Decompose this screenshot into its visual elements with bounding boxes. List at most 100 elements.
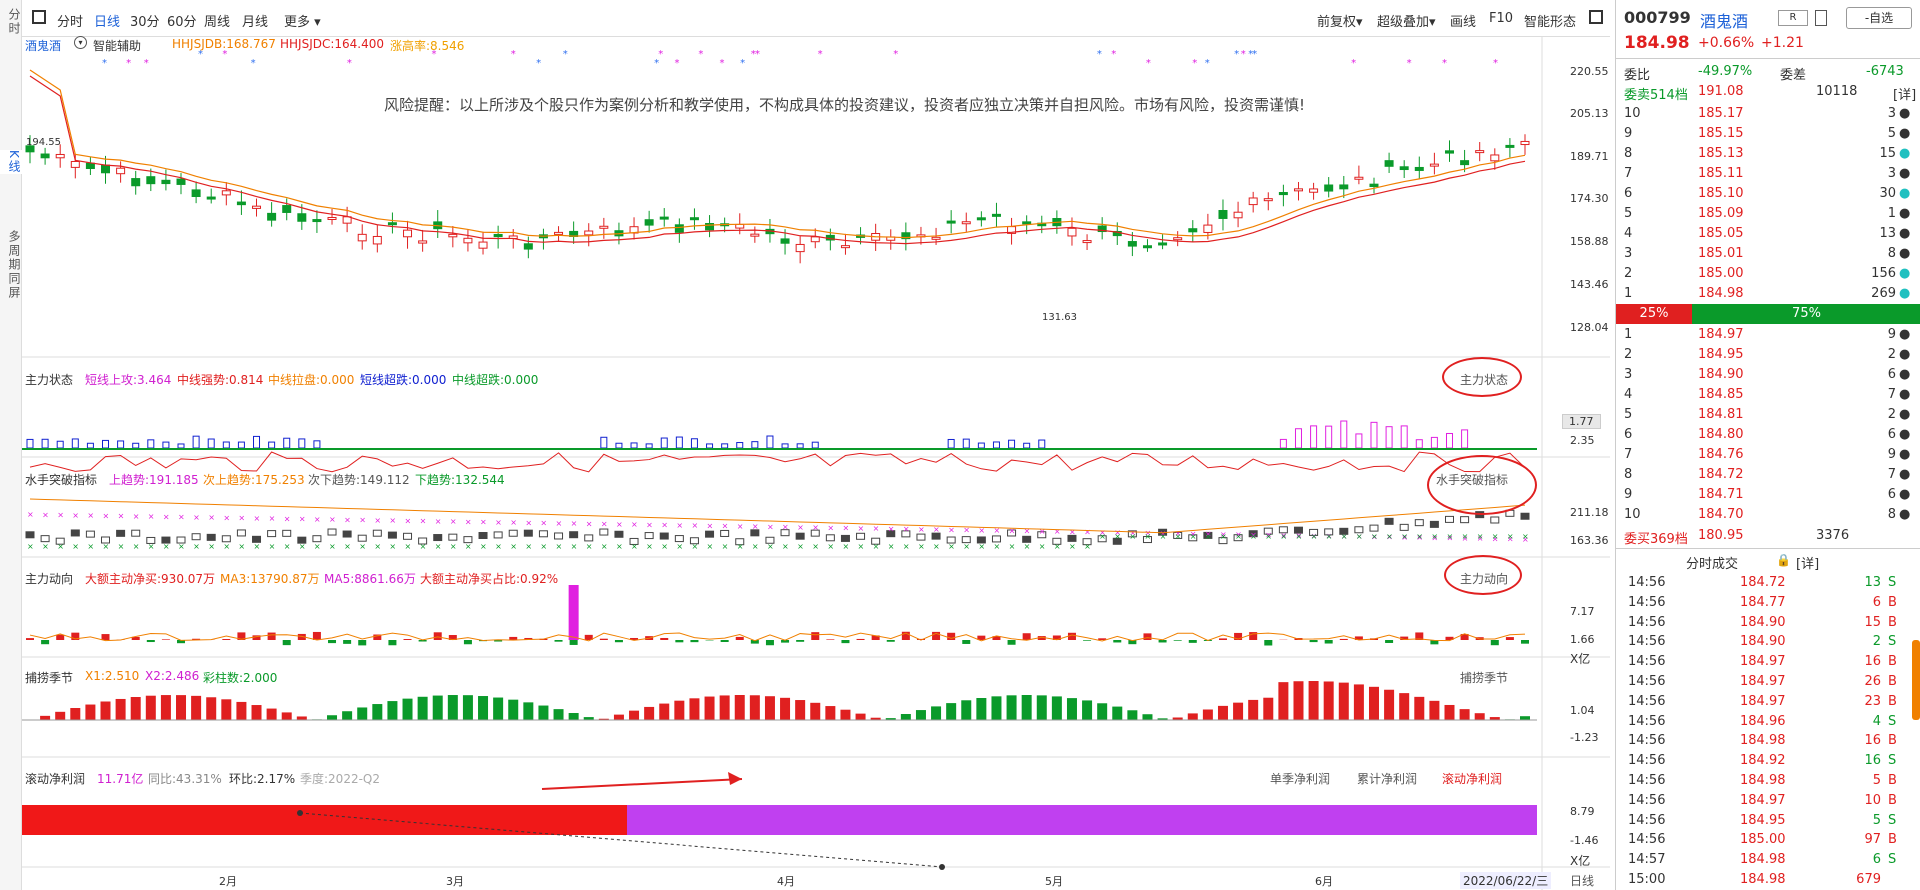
- trend-block: [70, 529, 80, 537]
- lock-icon[interactable]: 🔒: [1776, 553, 1791, 567]
- tab-30min[interactable]: 30分: [130, 15, 160, 30]
- tab-weekly[interactable]: 周线: [204, 15, 231, 30]
- bid-price: 184.70: [1698, 507, 1744, 522]
- tab-daily[interactable]: 日线: [94, 15, 121, 30]
- trade-time: 14:56: [1628, 812, 1666, 828]
- trend-block: [1324, 528, 1334, 536]
- signal-marker: *: [740, 58, 745, 69]
- tab-cumulative[interactable]: 累计净利润: [1357, 772, 1418, 786]
- season-bar: [674, 700, 685, 720]
- trend-block: [1022, 535, 1032, 543]
- scrollbar[interactable]: [1912, 640, 1920, 720]
- trend-mark: ×: [948, 542, 955, 551]
- status-bar: [1023, 442, 1031, 449]
- trend-mark: ×: [27, 542, 34, 551]
- flow-bar: [614, 640, 623, 643]
- season-bar: [704, 696, 715, 720]
- signal-marker: *: [658, 49, 663, 60]
- level: 1: [1624, 327, 1633, 342]
- status-line: [29, 451, 1526, 473]
- tab-fenshi[interactable]: 分时: [57, 15, 84, 30]
- signal-marker: *: [755, 49, 760, 60]
- trend-block: [961, 536, 971, 544]
- panel-toggle-icon[interactable]: [1589, 10, 1603, 24]
- sell-detail-link[interactable]: [详]: [1893, 88, 1917, 103]
- season-bar: [251, 705, 262, 720]
- trend-mark: ×: [963, 542, 970, 551]
- nav-multi-period[interactable]: 多周期同屏: [7, 230, 21, 300]
- ask-row: 10 185.17 3 ●: [1616, 104, 1920, 124]
- overlay-dropdown[interactable]: 超级叠加▾: [1377, 15, 1436, 30]
- note-icon[interactable]: [1815, 10, 1827, 26]
- season-bar: [795, 700, 806, 720]
- flow-bar: [750, 640, 759, 644]
- point: [939, 864, 945, 870]
- panel-value: 大额主动净买:930.07万: [85, 572, 216, 586]
- trade-time: 14:56: [1628, 594, 1666, 610]
- highlight-circle: [1442, 357, 1522, 397]
- season-bar: [1323, 681, 1334, 720]
- candle: [840, 245, 850, 249]
- panel-value: 同比:43.31%: [148, 772, 222, 786]
- flow-bar: [237, 632, 246, 640]
- tab-single-quarter[interactable]: 单季净利润: [1270, 772, 1331, 786]
- tab-60min[interactable]: 60分: [167, 15, 197, 30]
- flow-bar: [267, 632, 276, 640]
- season-bar: [281, 712, 292, 720]
- candle: [1097, 225, 1107, 233]
- status-bar: [630, 442, 638, 449]
- trend-mark: ×: [1084, 542, 1091, 551]
- tab-monthly[interactable]: 月线: [242, 15, 269, 30]
- signal-marker: *: [675, 58, 680, 69]
- status-bar: [751, 441, 759, 449]
- adjust-dropdown[interactable]: 前复权▾: [1317, 15, 1363, 30]
- assist-dropdown-icon[interactable]: ▾: [74, 36, 87, 49]
- flow-bar: [252, 635, 261, 640]
- trend-mark: ×: [1235, 530, 1242, 539]
- tab-more[interactable]: 更多 ▾: [284, 15, 321, 30]
- ask-row: 1 184.98 269 ●: [1616, 284, 1920, 304]
- chart-canvas[interactable]: **********************************××××××…: [22, 37, 1610, 890]
- trend-mark: ×: [918, 525, 925, 534]
- status-bar: [1461, 429, 1469, 449]
- ask-volume: 3: [1887, 166, 1896, 181]
- trade-time: 14:56: [1628, 792, 1666, 808]
- trend-mark: ×: [1431, 533, 1438, 542]
- trade-volume: 16: [1864, 654, 1881, 670]
- nav-fenshi[interactable]: 分时: [7, 8, 21, 36]
- trend-mark: ×: [1522, 532, 1529, 541]
- sidebar-toggle-icon[interactable]: [32, 10, 46, 24]
- smart-pattern-button[interactable]: 智能形态: [1524, 15, 1577, 30]
- flow-bar: [1098, 638, 1107, 640]
- add-watchlist-button[interactable]: -自选: [1846, 7, 1912, 29]
- profit-bar: [627, 805, 1537, 835]
- signal-marker: *: [222, 49, 227, 60]
- season-bar: [1217, 705, 1228, 720]
- signal-marker: *: [431, 49, 436, 60]
- trade-time: 14:56: [1628, 575, 1666, 590]
- signal-marker: *: [347, 58, 352, 69]
- point: [297, 810, 303, 816]
- r-badge[interactable]: R: [1778, 10, 1808, 26]
- f10-button[interactable]: F10: [1489, 11, 1514, 26]
- trend-mark: ×: [269, 542, 276, 551]
- flow-bar: [448, 635, 457, 640]
- trades-title[interactable]: 分时成交: [1686, 557, 1739, 572]
- trend-mark: ×: [1235, 532, 1242, 541]
- trade-volume: 16: [1864, 753, 1881, 769]
- trend-mark: ×: [223, 542, 230, 551]
- dot-icon: ●: [1899, 206, 1911, 221]
- assist-label[interactable]: 智能辅助: [93, 39, 142, 53]
- tab-rolling[interactable]: 滚动净利润: [1442, 772, 1503, 786]
- ask-price: 185.01: [1698, 246, 1744, 261]
- trend-block: [1188, 534, 1198, 542]
- candle: [493, 233, 503, 238]
- trades-detail-link[interactable]: [详]: [1796, 557, 1820, 572]
- nav-kline[interactable]: K线: [0, 150, 22, 174]
- trend-mark: ×: [27, 510, 34, 519]
- trend-mark: ×: [1326, 532, 1333, 541]
- draw-button[interactable]: 画线: [1450, 15, 1477, 30]
- panel-ctrl-label[interactable]: 捕捞季节: [1460, 671, 1509, 685]
- bid-row: 2 184.95 2 ●: [1616, 345, 1920, 365]
- trend-mark: ×: [1114, 532, 1121, 541]
